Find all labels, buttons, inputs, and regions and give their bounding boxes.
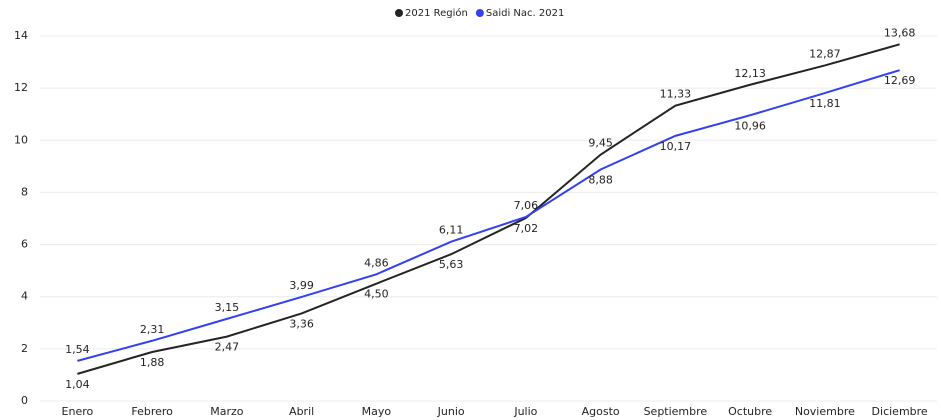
data-label: 3,36 (289, 317, 314, 330)
x-tick-label: Mayo (362, 405, 392, 418)
x-tick-label: Julio (513, 405, 537, 418)
legend-marker (395, 9, 403, 17)
legend-label: 2021 Región (405, 7, 468, 19)
data-label: 10,96 (734, 119, 766, 132)
x-tick-label: Noviembre (795, 405, 855, 418)
data-label: 2,47 (215, 341, 240, 354)
data-label: 11,81 (809, 97, 841, 110)
data-label: 13,68 (884, 26, 916, 39)
data-label: 10,17 (660, 140, 692, 153)
y-tick-label: 6 (21, 238, 28, 251)
data-label: 3,15 (215, 301, 240, 314)
data-label: 12,13 (734, 67, 766, 80)
data-label: 4,86 (364, 256, 389, 269)
y-tick-label: 0 (21, 394, 28, 407)
data-label: 12,69 (884, 74, 916, 87)
data-label: 2,31 (140, 323, 165, 336)
x-tick-label: Enero (62, 405, 94, 418)
legend-label: Saidi Nac. 2021 (486, 8, 564, 19)
data-label: 1,88 (140, 356, 165, 369)
series-line (77, 43, 900, 375)
y-tick-label: 2 (21, 342, 28, 355)
data-label: 12,87 (809, 47, 841, 60)
data-label: 8,88 (588, 173, 613, 186)
y-tick-label: 4 (21, 290, 28, 303)
data-label: 7,06 (514, 199, 539, 212)
data-label: 4,50 (364, 288, 389, 301)
x-tick-label: Agosto (582, 405, 620, 418)
legend: 2021 Región Saidi Nac. 2021 (395, 7, 564, 19)
x-tick-label: Marzo (210, 405, 244, 418)
data-label: 9,45 (588, 137, 613, 150)
data-label: 5,63 (439, 258, 464, 271)
data-label: 6,11 (439, 224, 464, 237)
x-tick-label: Diciembre (872, 405, 928, 418)
x-tick-label: Febrero (131, 405, 173, 418)
y-tick-label: 10 (14, 133, 28, 146)
y-tick-label: 14 (14, 29, 28, 42)
x-tick-label: Octubre (728, 405, 772, 418)
data-label: 7,02 (514, 222, 539, 235)
x-tick-label: Abril (289, 405, 314, 418)
series-line (77, 69, 900, 362)
data-label: 11,33 (660, 88, 692, 101)
y-tick-label: 8 (21, 185, 28, 198)
x-tick-label: Septiembre (644, 405, 708, 418)
legend-marker (475, 9, 484, 17)
x-tick-label: Junio (437, 405, 465, 418)
y-tick-label: 12 (14, 81, 28, 94)
data-label: 1,54 (65, 343, 90, 356)
data-label: 3,99 (289, 279, 314, 292)
data-label: 1,04 (65, 378, 90, 391)
